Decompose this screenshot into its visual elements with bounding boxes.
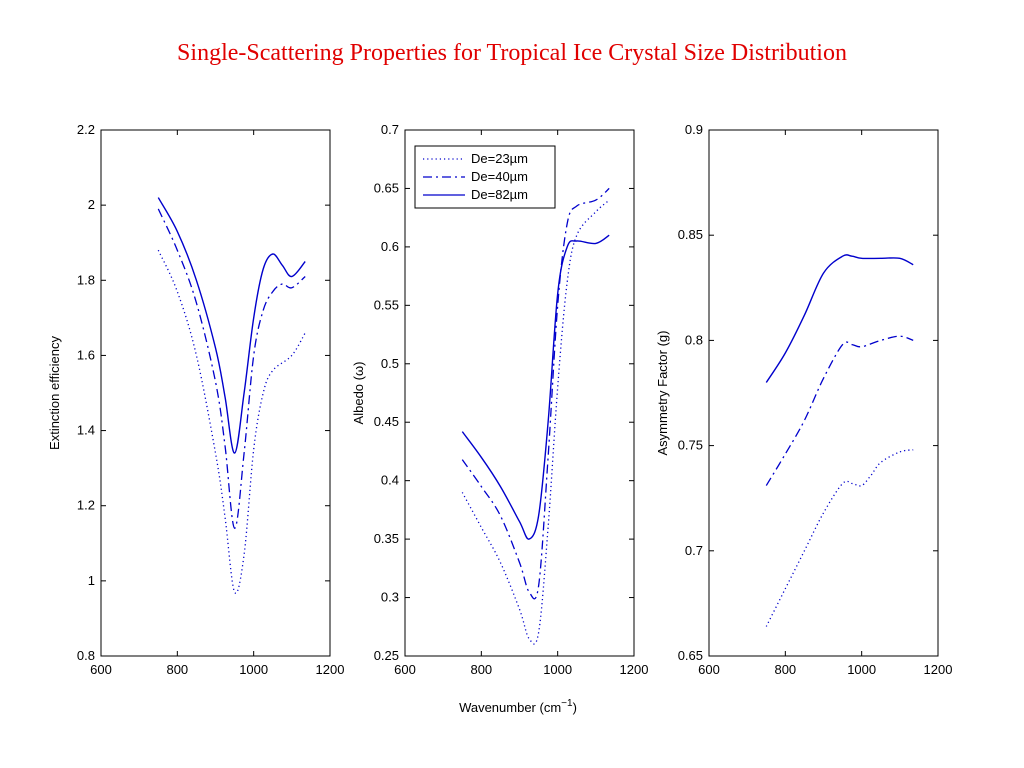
series-line-dotted — [765, 449, 914, 627]
x-tick-label: 1200 — [620, 662, 649, 677]
y-tick-label: 0.85 — [678, 227, 703, 242]
series-line-solid — [461, 234, 610, 540]
y-tick-label: 1 — [88, 573, 95, 588]
legend-box — [414, 145, 556, 209]
y-tick-label: 2.2 — [77, 122, 95, 137]
y-tick-label: 0.5 — [381, 356, 399, 371]
y-tick-label: 0.35 — [374, 531, 399, 546]
y-tick-label: 0.7 — [685, 543, 703, 558]
y-tick-label: 0.6 — [381, 239, 399, 254]
legend-label: De=40µm — [471, 169, 528, 184]
x-tick-label: 800 — [774, 662, 796, 677]
y-tick-label: 1.2 — [77, 498, 95, 513]
y-tick-label: 0.25 — [374, 648, 399, 663]
y-tick-label: 1.8 — [77, 272, 95, 287]
panel-asymmetry-factor: 600 800 1000 1200 0.65 0.7 0.75 0.8 0.85 0.9 Asymm… — [655, 122, 952, 677]
plot-frame — [100, 129, 331, 657]
x-tick-label: 1200 — [924, 662, 953, 677]
series-line-dotted — [157, 249, 306, 594]
y-tick-label: 2 — [88, 197, 95, 212]
x-tick-label: 800 — [470, 662, 492, 677]
y-tick-label: 0.7 — [381, 122, 399, 137]
series-line-dashdot — [461, 187, 610, 600]
y-tick-label: 1.4 — [77, 423, 95, 438]
series-line-dashdot — [157, 208, 306, 529]
y-tick-label: 0.4 — [381, 473, 399, 488]
plot-frame — [404, 129, 635, 657]
y-tick-label: 0.65 — [678, 648, 703, 663]
x-tick-label: 600 — [90, 662, 112, 677]
y-tick-label: 0.8 — [685, 332, 703, 347]
x-tick-label: 1000 — [847, 662, 876, 677]
y-tick-label: 0.65 — [374, 180, 399, 195]
x-tick-label: 800 — [166, 662, 188, 677]
y-axis-label: Albedo (ω) — [351, 362, 366, 425]
series-line-dashdot — [765, 335, 914, 486]
page-title: Single-Scattering Properties for Tropica… — [177, 40, 847, 66]
y-tick-label: 0.55 — [374, 297, 399, 312]
x-tick-label: 1000 — [543, 662, 572, 677]
y-tick-label: 0.9 — [685, 122, 703, 137]
legend-label: De=82µm — [471, 187, 528, 202]
y-axis-label: Extinction efficiency — [47, 336, 62, 450]
y-tick-label: 1.6 — [77, 347, 95, 362]
x-tick-label: 600 — [394, 662, 416, 677]
legend: De=23µm De=40µm De=82µm — [414, 145, 556, 209]
plot-frame — [708, 129, 939, 657]
legend-label: De=23µm — [471, 151, 528, 166]
x-axis-label: Wavenumber (cm−1) — [459, 698, 577, 715]
y-tick-label: 0.3 — [381, 590, 399, 605]
panel-extinction-efficiency: 600 800 1000 1200 0.8 1 1.2 1.4 1.6 1.8 2 2.2 Extinc… — [47, 122, 344, 677]
series-line-dotted — [461, 199, 610, 645]
x-tick-label: 1000 — [239, 662, 268, 677]
x-tick-label: 600 — [698, 662, 720, 677]
y-tick-label: 0.45 — [374, 414, 399, 429]
series-line-solid — [157, 197, 306, 454]
series-line-solid — [765, 254, 914, 383]
x-tick-label: 1200 — [316, 662, 345, 677]
y-tick-label: 0.8 — [77, 648, 95, 663]
y-axis-label: Asymmetry Factor (g) — [655, 331, 670, 456]
y-tick-label: 0.75 — [678, 438, 703, 453]
panel-albedo: 600 800 1000 1200 0.25 0.3 0.35 0.4 0.45 0.5 0.55 0… — [351, 122, 648, 677]
